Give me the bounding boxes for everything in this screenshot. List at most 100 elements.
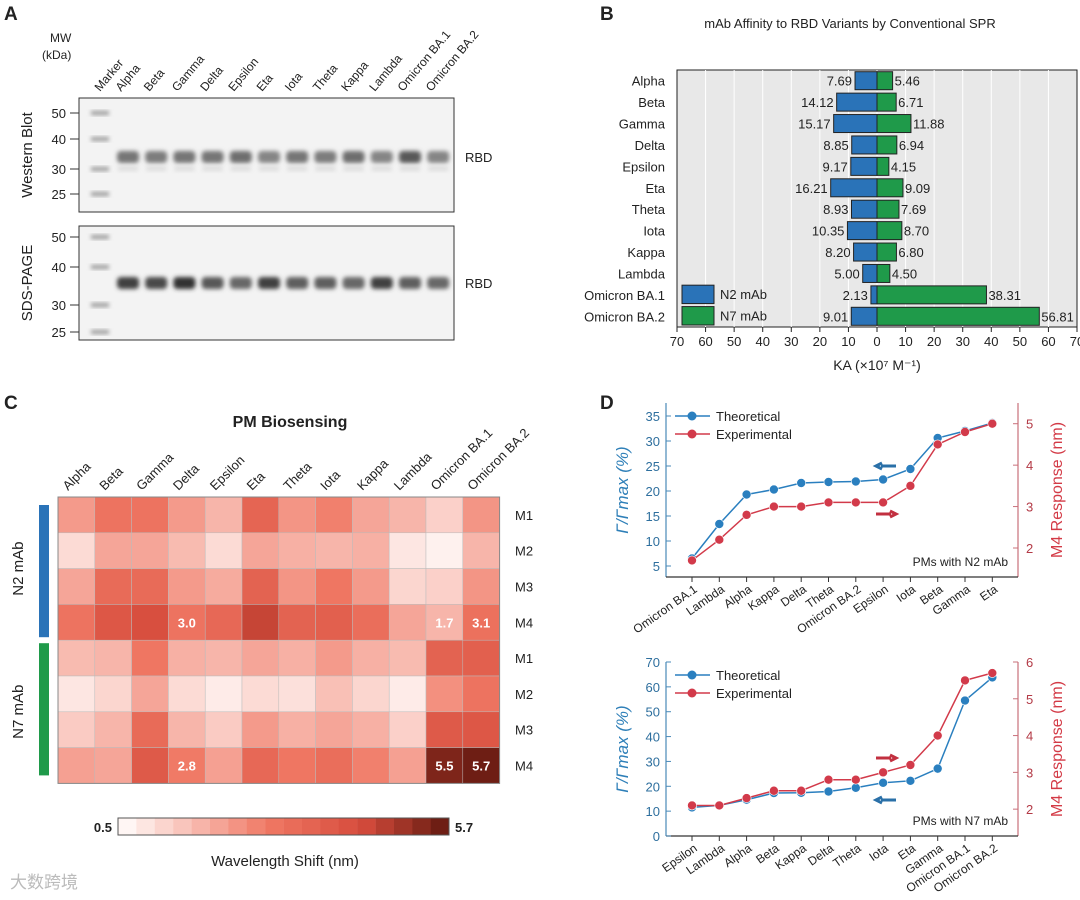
heatmap-column-label: Eta xyxy=(244,468,269,493)
bar-n2-mab xyxy=(854,71,878,91)
protein-band xyxy=(145,151,168,163)
blot-label: Western Blot xyxy=(19,111,36,197)
y-tick-label: 10 xyxy=(646,534,660,549)
legend-swatch xyxy=(681,284,715,305)
heatmap-cell xyxy=(352,675,390,713)
category-label: Alpha xyxy=(632,74,666,89)
data-point-experimental xyxy=(932,439,943,450)
heatmap-cell xyxy=(131,711,169,748)
heatmap-cell xyxy=(131,747,169,784)
data-point-experimental xyxy=(850,497,861,508)
data-label-n2: 14.12 xyxy=(801,95,834,110)
heatmap-cell xyxy=(168,747,206,784)
series-line-experimental xyxy=(691,422,993,562)
data-point-experimental xyxy=(960,675,970,686)
heatmap-column-label: Omicron BA.1 xyxy=(428,425,496,493)
heatmap-column-label: Delta xyxy=(170,461,203,494)
marker-band xyxy=(91,235,109,239)
heatmap-column-label: Epsilon xyxy=(207,452,248,493)
heatmap-cell xyxy=(168,639,206,677)
heatmap-cell xyxy=(425,675,464,713)
bar-n2-mab xyxy=(853,242,878,262)
data-label-n2: 9.01 xyxy=(823,309,848,324)
x-tick-label: 40 xyxy=(984,334,998,349)
heatmap-cell xyxy=(204,532,243,569)
group-bar-n7 xyxy=(39,643,49,776)
heatmap-cell xyxy=(425,532,464,569)
heatmap-value-label: 3.1 xyxy=(472,615,490,630)
protein-band xyxy=(286,151,309,163)
heatmap-cell xyxy=(57,496,96,534)
colorbar-max-label: 5.7 xyxy=(455,820,473,835)
category-label: Lambda xyxy=(618,266,666,281)
colorbar-step xyxy=(173,818,192,835)
protein-band-faint xyxy=(146,166,167,171)
bar-n7-mab xyxy=(876,92,897,112)
bar-n2-mab xyxy=(846,221,878,241)
left-arrow-icon xyxy=(872,795,896,805)
heatmap-cell xyxy=(388,675,427,713)
heatmap-cell xyxy=(131,532,169,569)
y2-axis-label: M4 Response (nm) xyxy=(1049,422,1066,558)
x-tick-label: 0 xyxy=(873,334,880,349)
bar-n7-mab xyxy=(876,114,912,134)
colorbar-step xyxy=(136,818,155,835)
bar-n7-mab xyxy=(876,242,897,262)
y-axis-label: Γ/Γmax (%) xyxy=(613,446,632,533)
data-point-theoretical xyxy=(796,478,807,488)
protein-band xyxy=(399,151,421,163)
data-point-experimental xyxy=(960,427,970,437)
x-tick-label: Delta xyxy=(778,582,809,610)
data-label-n7: 56.81 xyxy=(1041,309,1074,324)
protein-band-faint xyxy=(315,166,336,171)
colorbar-step xyxy=(302,818,321,835)
colorbar-step xyxy=(357,818,376,835)
lane-label-eta: Eta xyxy=(254,71,277,94)
data-point-experimental xyxy=(796,785,807,796)
heatmap-cell xyxy=(315,604,353,641)
heatmap-cell xyxy=(241,675,280,713)
heatmap-column-label: Kappa xyxy=(354,455,392,493)
heatmap-value-label: 3.0 xyxy=(178,615,196,630)
category-label: Theta xyxy=(632,202,666,217)
data-point-experimental xyxy=(932,730,943,741)
mw-tick-label: 50 xyxy=(52,106,66,121)
heatmap-column-label: Alpha xyxy=(60,458,95,493)
colorbar-step xyxy=(430,818,450,835)
legend-label: Experimental xyxy=(716,686,792,701)
data-label-n7: 11.88 xyxy=(913,117,945,132)
chart-annotation: PMs with N2 mAb xyxy=(913,555,1009,569)
data-label-n2: 15.17 xyxy=(798,117,831,132)
data-point-theoretical xyxy=(905,464,916,474)
data-point-experimental xyxy=(687,800,697,811)
bar-n7-mab xyxy=(876,306,1040,326)
heatmap-cell xyxy=(57,532,96,569)
data-point-experimental xyxy=(878,497,888,508)
data-label-n2: 7.69 xyxy=(827,74,852,89)
heatmap-cell xyxy=(131,496,169,534)
heatmap-cell xyxy=(131,604,169,641)
heatmap-cell xyxy=(241,747,280,784)
bar-n7-mab xyxy=(876,178,904,198)
heatmap-cell xyxy=(278,568,316,605)
heatmap-cell xyxy=(352,496,390,534)
series-line-theoretical xyxy=(691,422,993,559)
x-tick-label: 20 xyxy=(927,334,941,349)
panel-label-c: C xyxy=(4,393,18,414)
heatmap-cell xyxy=(352,639,390,677)
heatmap-cell xyxy=(388,711,427,748)
heatmap-cell xyxy=(278,747,316,784)
heatmap-cell xyxy=(168,496,206,534)
colorbar-step xyxy=(394,818,413,835)
x-tick-label: 60 xyxy=(1041,334,1055,349)
heatmap-cell xyxy=(241,532,280,569)
heatmap-cell xyxy=(462,675,500,713)
lane-label-beta: Beta xyxy=(141,66,168,94)
bar-n7-mab xyxy=(876,71,894,91)
heatmap-cell xyxy=(94,711,132,748)
heatmap-row-label: M3 xyxy=(515,580,533,595)
protein-band xyxy=(286,277,309,289)
protein-band xyxy=(229,151,252,163)
data-point-theoretical xyxy=(878,778,888,788)
